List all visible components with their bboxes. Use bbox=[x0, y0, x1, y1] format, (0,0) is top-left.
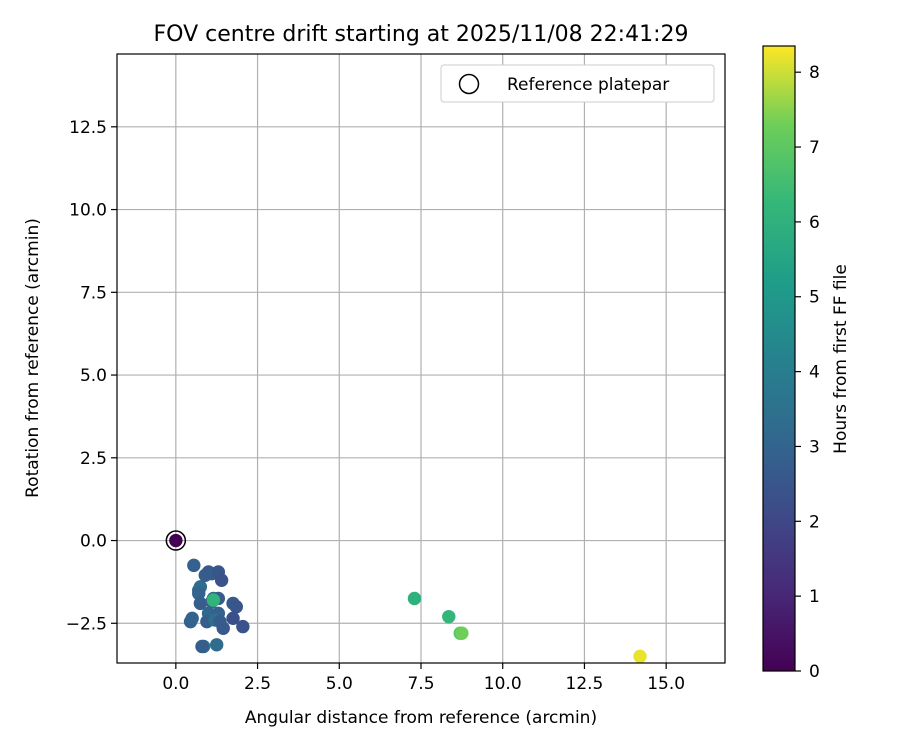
data-point bbox=[226, 611, 240, 626]
reference-marker-layer bbox=[165, 530, 187, 551]
legend-box bbox=[440, 64, 715, 103]
data-point bbox=[209, 638, 224, 652]
colorbar-tick-label: 7 bbox=[809, 138, 820, 158]
y-tick-label: 7.5 bbox=[80, 283, 107, 303]
colorbar-label: Hours from first FF file bbox=[831, 264, 851, 454]
data-point bbox=[185, 611, 199, 626]
y-tick-label: 12.5 bbox=[69, 118, 107, 138]
data-point bbox=[407, 591, 422, 606]
y-tick-label: 0.0 bbox=[80, 532, 107, 552]
x-tick-label: 0.0 bbox=[162, 674, 189, 694]
data-point bbox=[169, 533, 183, 548]
colorbar bbox=[762, 45, 796, 672]
colorbar-tick-label: 8 bbox=[809, 63, 820, 83]
legend: Reference platepar bbox=[440, 64, 715, 103]
colorbar-tick-label: 6 bbox=[809, 213, 820, 233]
x-axis-ticks: 0.0 2.5 5.0 7.5 10.0 12.5 15.0 bbox=[162, 663, 685, 694]
chart-title: FOV centre drift starting at 2025/11/08 … bbox=[154, 22, 689, 47]
plot-frame bbox=[116, 53, 726, 664]
data-point bbox=[195, 639, 209, 654]
data-point bbox=[187, 558, 201, 573]
y-axis-ticks: −2.5 0.0 2.5 5.0 7.5 10.0 12.5 bbox=[66, 118, 117, 634]
colorbar-tick-label: 4 bbox=[809, 363, 820, 383]
data-points bbox=[169, 533, 647, 664]
x-tick-label: 5.0 bbox=[326, 674, 353, 694]
x-tick-label: 2.5 bbox=[244, 674, 271, 694]
colorbar-tick-label: 1 bbox=[809, 587, 820, 607]
data-point bbox=[214, 573, 229, 587]
colorbar-tick-label: 2 bbox=[809, 512, 820, 532]
data-point bbox=[216, 621, 230, 635]
data-point bbox=[236, 619, 250, 634]
colorbar-tick-label: 3 bbox=[809, 437, 820, 457]
x-axis-label: Angular distance from reference (arcmin) bbox=[245, 708, 597, 728]
y-tick-label: −2.5 bbox=[66, 614, 107, 634]
data-point bbox=[633, 649, 647, 664]
reference-platepar-marker bbox=[165, 530, 187, 551]
y-axis-label: Rotation from reference (arcmin) bbox=[23, 218, 43, 498]
y-tick-label: 5.0 bbox=[80, 366, 107, 386]
y-tick-label: 10.0 bbox=[69, 201, 107, 221]
legend-label-reference: Reference platepar bbox=[507, 75, 669, 95]
colorbar-tick-label: 0 bbox=[809, 662, 820, 682]
data-point bbox=[192, 586, 206, 601]
legend-reference-marker bbox=[458, 73, 480, 95]
data-point bbox=[206, 593, 221, 607]
data-point bbox=[455, 626, 469, 640]
x-tick-label: 10.0 bbox=[484, 674, 522, 694]
grid bbox=[117, 54, 725, 663]
data-point bbox=[229, 600, 244, 614]
x-tick-label: 7.5 bbox=[407, 674, 434, 694]
x-tick-label: 15.0 bbox=[647, 674, 685, 694]
data-point bbox=[442, 609, 456, 624]
colorbar-tick-label: 5 bbox=[809, 288, 820, 308]
y-tick-label: 2.5 bbox=[80, 449, 107, 469]
x-tick-label: 12.5 bbox=[566, 674, 604, 694]
data-point bbox=[193, 596, 208, 611]
colorbar-ticks: 0 1 2 3 4 5 6 7 8 bbox=[795, 63, 820, 682]
